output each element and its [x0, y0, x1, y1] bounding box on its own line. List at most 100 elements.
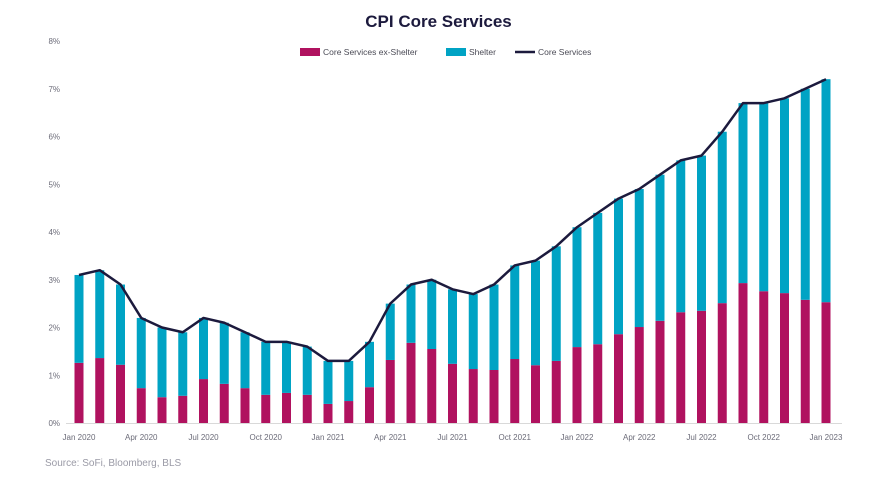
bar-shelter — [282, 341, 291, 393]
bar-shelter — [323, 360, 333, 404]
bar-core-ex-shelter — [531, 365, 540, 423]
bar-core-ex-shelter — [95, 358, 105, 423]
bar-core-ex-shelter — [697, 310, 706, 423]
bar-core-ex-shelter — [448, 363, 457, 423]
y-tick-label: 8% — [48, 37, 60, 46]
bar-shelter — [95, 270, 105, 359]
x-tick-label: Jan 2021 — [312, 433, 345, 442]
bar-core-ex-shelter — [759, 291, 769, 423]
bar-core-ex-shelter — [489, 369, 499, 423]
bar-shelter — [489, 284, 499, 370]
bar-shelter — [261, 341, 271, 395]
x-tick-label: Apr 2021 — [374, 433, 407, 442]
bar-core-ex-shelter — [655, 320, 665, 423]
bar-shelter — [219, 322, 229, 384]
bar-core-ex-shelter — [74, 362, 84, 423]
y-tick-label: 7% — [48, 85, 60, 94]
bar-core-ex-shelter — [780, 293, 789, 423]
bar-shelter — [136, 317, 146, 389]
bar-shelter — [531, 260, 540, 366]
bar-shelter — [157, 327, 167, 398]
bar-core-ex-shelter — [821, 302, 831, 423]
x-tick-label: Jan 2020 — [63, 433, 96, 442]
bar-core-ex-shelter — [157, 397, 167, 423]
bar-shelter — [468, 294, 478, 370]
bar-shelter — [697, 155, 706, 311]
source-note: Source: SoFi, Bloomberg, BLS — [45, 458, 182, 469]
bar-core-ex-shelter — [406, 342, 416, 423]
bar-shelter — [116, 284, 125, 365]
bar-shelter — [614, 198, 623, 335]
x-tick-label: Apr 2022 — [623, 433, 656, 442]
bar-core-ex-shelter — [344, 401, 354, 423]
bar-shelter — [385, 303, 395, 360]
bar-core-ex-shelter — [302, 394, 312, 423]
x-tick-label: Jul 2021 — [437, 433, 468, 442]
bar-core-ex-shelter — [136, 388, 146, 423]
y-tick-label: 4% — [48, 228, 60, 237]
bar-shelter — [551, 246, 561, 361]
bar-core-ex-shelter — [178, 395, 188, 423]
bar-core-ex-shelter — [572, 347, 582, 423]
x-tick-label: Jul 2022 — [686, 433, 717, 442]
x-tick-label: Apr 2020 — [125, 433, 158, 442]
bar-core-ex-shelter — [116, 364, 125, 423]
bar-core-ex-shelter — [323, 403, 333, 423]
bar-core-ex-shelter — [240, 388, 250, 423]
bar-core-ex-shelter — [738, 283, 748, 423]
bar-shelter — [302, 346, 312, 395]
x-tick-label: Jan 2022 — [561, 433, 594, 442]
bar-core-ex-shelter — [676, 312, 686, 423]
bar-shelter — [510, 265, 520, 360]
bar-shelter — [759, 103, 769, 292]
bar-shelter — [738, 103, 748, 284]
y-tick-label: 1% — [48, 371, 60, 380]
bar-core-ex-shelter — [614, 334, 623, 423]
bar-shelter — [344, 360, 354, 402]
bar-shelter — [780, 98, 789, 294]
bar-shelter — [593, 212, 603, 345]
bar-shelter — [717, 131, 727, 304]
bar-shelter — [572, 227, 582, 348]
bar-core-ex-shelter — [365, 387, 374, 423]
x-tick-label: Oct 2020 — [250, 433, 283, 442]
y-tick-label: 2% — [48, 324, 60, 333]
bar-shelter — [800, 88, 810, 300]
bar-shelter — [178, 332, 188, 396]
bar-shelter — [821, 79, 831, 303]
x-tick-label: Oct 2021 — [499, 433, 532, 442]
bar-shelter — [427, 279, 437, 349]
y-tick-label: 6% — [48, 133, 60, 142]
bar-core-ex-shelter — [427, 348, 437, 423]
bar-core-ex-shelter — [717, 303, 727, 423]
y-tick-label: 0% — [48, 419, 60, 428]
bar-core-ex-shelter — [593, 344, 603, 423]
bar-core-ex-shelter — [634, 327, 644, 423]
y-tick-label: 3% — [48, 276, 60, 285]
bar-core-ex-shelter — [199, 379, 208, 423]
bar-shelter — [676, 160, 686, 313]
bar-core-ex-shelter — [385, 359, 395, 423]
bar-core-ex-shelter — [261, 394, 271, 423]
bar-core-ex-shelter — [551, 360, 561, 423]
y-tick-label: 5% — [48, 180, 60, 189]
x-tick-label: Jul 2020 — [188, 433, 219, 442]
legend-label: Core Services ex-Shelter — [323, 47, 418, 57]
bar-shelter — [406, 284, 416, 343]
legend-label: Core Services — [538, 47, 591, 57]
legend-label: Shelter — [469, 47, 496, 57]
bar-core-ex-shelter — [510, 359, 520, 423]
legend: Core Services ex-Shelter Shelter Core Serv… — [300, 47, 591, 57]
bar-shelter — [634, 189, 644, 328]
bar-shelter — [240, 332, 250, 389]
bar-core-ex-shelter — [219, 383, 229, 423]
legend-swatch — [300, 48, 320, 56]
bar-shelter — [74, 274, 84, 363]
legend-swatch — [446, 48, 466, 56]
bar-core-ex-shelter — [468, 369, 478, 423]
bar-shelter — [199, 317, 208, 380]
bar-core-ex-shelter — [800, 299, 810, 423]
bar-shelter — [448, 289, 457, 364]
